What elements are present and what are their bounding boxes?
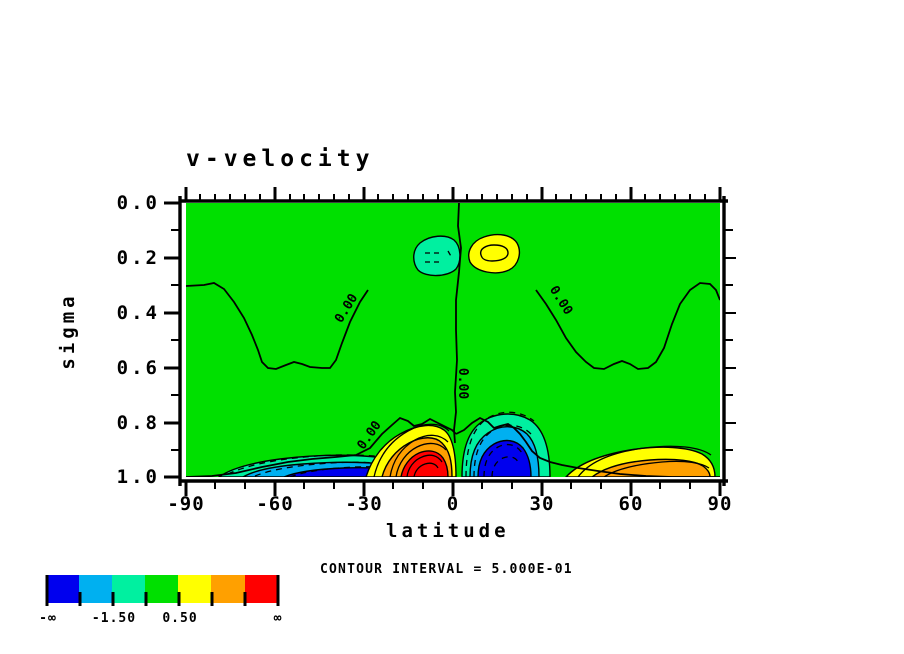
- contour-lines-north-pos: [577, 445, 712, 477]
- colorbar-swatch-5: [211, 575, 245, 603]
- contour-label-zero-center: 0.00: [455, 367, 471, 400]
- colorbar-swatch-1: [79, 575, 112, 603]
- x-major-ticks: [184, 187, 722, 496]
- y-minor-ticks: [171, 229, 736, 451]
- colorbar-label-max: ∞: [273, 611, 283, 626]
- contour-lines-eq-pos: [373, 423, 450, 477]
- colorbar-label-pos: 0.50: [162, 611, 198, 626]
- y-tick-label-5: 1.0: [116, 466, 160, 488]
- colorbar-swatch-4: [178, 575, 211, 603]
- zero-contour-left: [186, 282, 369, 370]
- fill-upper-neg-cell: [413, 235, 461, 277]
- y-tick-label-4: 0.8: [116, 412, 160, 434]
- x-tick-label-4: 30: [529, 493, 555, 515]
- colorbar-label-neg: -1.50: [91, 611, 137, 626]
- x-tick-label-2: -30: [345, 493, 383, 515]
- page-title: v-velocity: [186, 146, 375, 172]
- x-tick-label-6: 90: [707, 493, 733, 515]
- contour-lines-eq-neg: [465, 411, 535, 477]
- colorbar-label-min: -∞: [39, 611, 57, 626]
- zero-contour-right: [535, 282, 720, 370]
- y-tick-label-3: 0.6: [116, 357, 160, 379]
- y-tick-label-2: 0.4: [116, 302, 160, 324]
- colorbar-group: [45, 575, 280, 606]
- contour-lines-upper-neg: [425, 250, 453, 263]
- fill-upper-pos-core: [479, 244, 509, 262]
- plot-field: [186, 203, 720, 477]
- colorbar-swatch-0: [46, 575, 79, 603]
- colorbar-swatch-3: [145, 575, 178, 603]
- x-axis-title: latitude: [386, 520, 510, 542]
- y-tick-label-1: 0.2: [116, 247, 160, 269]
- zero-contour-surface-left: [186, 416, 457, 477]
- colorbar-swatch-2: [112, 575, 145, 603]
- y-tick-label-0: 0.0: [116, 192, 160, 214]
- colorbar-swatch-6: [245, 575, 279, 603]
- zero-contour-center: [453, 203, 462, 444]
- colorbar-ticks: [45, 575, 280, 606]
- x-tick-label-1: -60: [256, 493, 294, 515]
- fill-neg-eq-blue: [477, 439, 532, 477]
- y-major-ticks: [164, 201, 180, 479]
- y-axis-title: sigma: [57, 292, 79, 370]
- x-tick-label-3: 0: [446, 493, 460, 515]
- fill-pos-north-orange: [590, 458, 711, 477]
- contour-interval-caption: CONTOUR INTERVAL = 5.000E-01: [320, 562, 573, 577]
- x-tick-label-0: -90: [167, 493, 205, 515]
- zero-contour-surface-right: [455, 416, 720, 477]
- x-minor-ticks: [199, 194, 706, 489]
- x-tick-label-5: 60: [618, 493, 644, 515]
